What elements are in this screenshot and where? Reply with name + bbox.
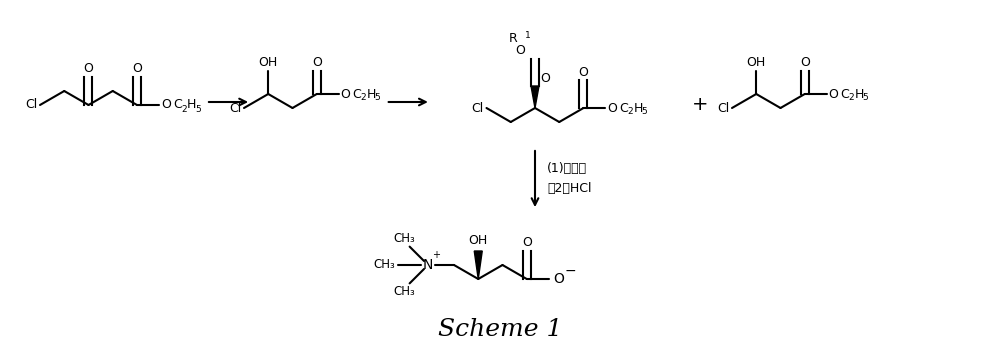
Text: OH: OH (747, 56, 766, 70)
Text: 5: 5 (863, 94, 868, 102)
Text: C: C (619, 102, 628, 114)
Polygon shape (474, 251, 482, 279)
Polygon shape (531, 86, 539, 108)
Text: O: O (161, 98, 171, 112)
Text: OH: OH (469, 234, 488, 247)
Text: CH₃: CH₃ (394, 232, 415, 245)
Text: （2）HCl: （2）HCl (547, 181, 592, 195)
Text: N: N (423, 258, 433, 272)
Text: O: O (607, 102, 617, 114)
Text: H: H (367, 88, 376, 101)
Text: 1: 1 (525, 31, 531, 41)
Text: H: H (633, 102, 643, 114)
Text: O: O (341, 88, 351, 101)
Text: Cl: Cl (230, 102, 242, 114)
Text: 5: 5 (375, 94, 380, 102)
Text: H: H (187, 98, 196, 112)
Text: O: O (132, 62, 142, 76)
Text: CH₃: CH₃ (373, 258, 395, 271)
Text: +: + (432, 250, 440, 260)
Text: C: C (353, 88, 361, 101)
Text: Cl: Cl (718, 102, 730, 114)
Text: Scheme 1: Scheme 1 (438, 318, 562, 341)
Text: O: O (515, 44, 525, 58)
Text: 5: 5 (641, 108, 647, 116)
Text: O: O (312, 56, 322, 70)
Text: R: R (508, 32, 517, 46)
Text: Cl: Cl (26, 98, 38, 112)
Text: O: O (579, 66, 588, 78)
Text: OH: OH (259, 56, 278, 70)
Text: Cl: Cl (471, 102, 484, 114)
Text: O: O (540, 72, 550, 84)
Text: O: O (522, 237, 532, 250)
Text: O: O (800, 56, 810, 70)
Text: C: C (173, 98, 182, 112)
Text: +: + (692, 96, 708, 114)
Text: 2: 2 (627, 108, 633, 116)
Text: 2: 2 (181, 104, 187, 114)
Text: CH₃: CH₃ (394, 285, 415, 298)
Text: (1)三甲胺: (1)三甲胺 (547, 162, 587, 174)
Text: O: O (829, 88, 839, 101)
Text: 2: 2 (361, 94, 366, 102)
Text: O: O (84, 62, 93, 76)
Text: C: C (841, 88, 849, 101)
Text: 5: 5 (195, 104, 201, 114)
Text: −: − (565, 264, 576, 278)
Text: H: H (855, 88, 864, 101)
Text: O: O (554, 272, 565, 286)
Text: 2: 2 (849, 94, 854, 102)
